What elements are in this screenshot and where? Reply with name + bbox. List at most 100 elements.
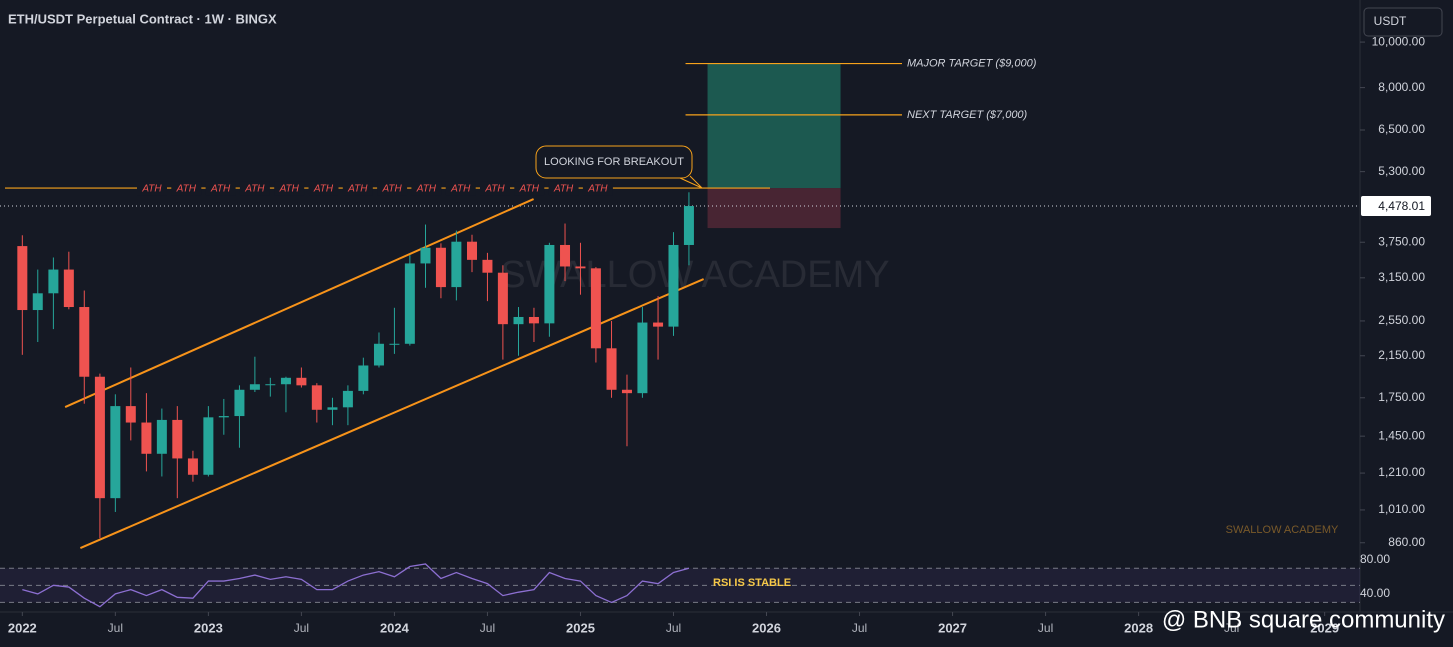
y-tick-label: 3,750.00 — [1378, 234, 1425, 248]
candle-body — [342, 390, 353, 408]
y-tick-label: 1,010.00 — [1378, 502, 1425, 516]
last-price-box — [1361, 196, 1431, 217]
y-tick-label: 1,210.00 — [1378, 465, 1425, 479]
candle-body — [311, 385, 322, 410]
ath-label: ATH — [519, 184, 540, 195]
ath-label-bg — [548, 181, 579, 196]
candle-body — [280, 377, 291, 385]
candle-body — [17, 246, 28, 311]
candle-body — [234, 389, 245, 417]
ath-label-bg — [171, 181, 202, 196]
candle-body — [389, 343, 400, 345]
candle-body — [296, 377, 307, 386]
ath-label-bg — [274, 181, 305, 196]
y-tick-label: 2,550.00 — [1378, 313, 1425, 327]
ath-label-bg — [514, 181, 545, 196]
callout-box — [535, 145, 693, 179]
x-tick-label: 2024 — [380, 620, 410, 635]
currency-button[interactable] — [1363, 7, 1443, 37]
ath-label: ATH — [347, 184, 368, 195]
candle-body — [110, 406, 121, 499]
ath-label-bg — [480, 181, 510, 196]
x-tick-label: Jul — [852, 621, 867, 635]
candle-body — [668, 244, 679, 327]
candle-body — [544, 244, 555, 324]
x-tick-label: 2022 — [8, 620, 37, 635]
y-tick-label: 1,450.00 — [1378, 428, 1425, 442]
ath-label: ATH — [553, 184, 574, 195]
rsi-line — [22, 563, 690, 608]
candle-body — [32, 293, 43, 311]
candle-body — [420, 247, 431, 264]
watermark: SWALLOW ACADEMY — [500, 254, 889, 296]
y-tick-label: 860.00 — [1388, 535, 1425, 549]
ath-label: ATH — [484, 184, 505, 195]
ath-label-bg — [137, 181, 167, 196]
y-tick-label: 8,000.00 — [1378, 80, 1425, 94]
candle-body — [435, 247, 446, 288]
candle-body — [404, 263, 415, 344]
ath-label: ATH — [587, 184, 608, 195]
x-tick-label: 2028 — [1124, 620, 1153, 635]
ath-label: ATH — [210, 184, 231, 195]
candle-body — [172, 419, 183, 459]
callout-tail — [679, 175, 703, 189]
candle-body — [141, 422, 152, 454]
ath-label-bg — [377, 181, 408, 196]
x-tick-label: Jul — [666, 621, 681, 635]
candle-body — [203, 417, 214, 475]
candle-body — [560, 244, 571, 267]
candle-body — [497, 272, 508, 325]
last-price-label: 4,478.01 — [1378, 199, 1425, 213]
x-tick-label: Jul — [108, 621, 123, 635]
candle-body — [621, 389, 632, 394]
candle-body — [156, 419, 167, 454]
x-tick-label: 2025 — [566, 620, 595, 635]
x-tick-label: 2027 — [938, 620, 967, 635]
ath-label: ATH — [244, 184, 265, 195]
candle-body — [358, 365, 369, 391]
candle-body — [482, 259, 493, 273]
credit: @ BNB square community — [1162, 606, 1445, 633]
y-tick-label: 2,150.00 — [1378, 348, 1425, 362]
ath-label-bg — [205, 181, 236, 196]
callout-text: LOOKING FOR BREAKOUT — [544, 156, 684, 168]
candle-body — [653, 322, 664, 327]
candle-body — [218, 416, 229, 418]
candle-body — [48, 269, 59, 294]
rsi-tick-label: 80.00 — [1360, 552, 1390, 566]
target-label: NEXT TARGET ($7,000) — [907, 109, 1028, 121]
ath-label-bg — [308, 181, 339, 196]
x-tick-label: Jul — [480, 621, 495, 635]
target-label: MAJOR TARGET ($9,000) — [907, 57, 1037, 69]
ath-label: ATH — [279, 184, 300, 195]
x-tick-label: 2029 — [1310, 620, 1339, 635]
candle-body — [606, 348, 617, 390]
currency-label[interactable]: USDT — [1374, 14, 1407, 28]
candle-body — [451, 241, 462, 288]
candle-body — [467, 241, 477, 260]
chart-title: ETH/USDT Perpetual Contract · 1W · BINGX — [8, 11, 277, 26]
candle-body — [513, 316, 524, 325]
candle-body — [187, 458, 198, 475]
rsi-tick-label: 40.00 — [1360, 586, 1390, 600]
candle-body — [637, 322, 648, 394]
ath-label: ATH — [141, 184, 162, 195]
x-tick-label: Jul — [1038, 621, 1053, 635]
candle-body — [327, 407, 338, 410]
x-tick-label: 2023 — [194, 620, 223, 635]
ath-label-bg — [411, 181, 442, 196]
x-tick-label: Jul — [294, 621, 309, 635]
ath-label-bg — [582, 181, 613, 196]
candle-body — [590, 268, 601, 349]
candle-body — [79, 307, 90, 377]
candle-body — [63, 269, 74, 308]
candle-body — [575, 266, 586, 269]
candle-body — [265, 384, 276, 386]
candle-body — [249, 384, 260, 390]
candle-body — [125, 406, 136, 423]
candle-body — [94, 376, 105, 499]
stop-zone — [707, 188, 841, 229]
candle-body — [528, 316, 539, 324]
y-tick-label: 5,300.00 — [1378, 164, 1425, 178]
